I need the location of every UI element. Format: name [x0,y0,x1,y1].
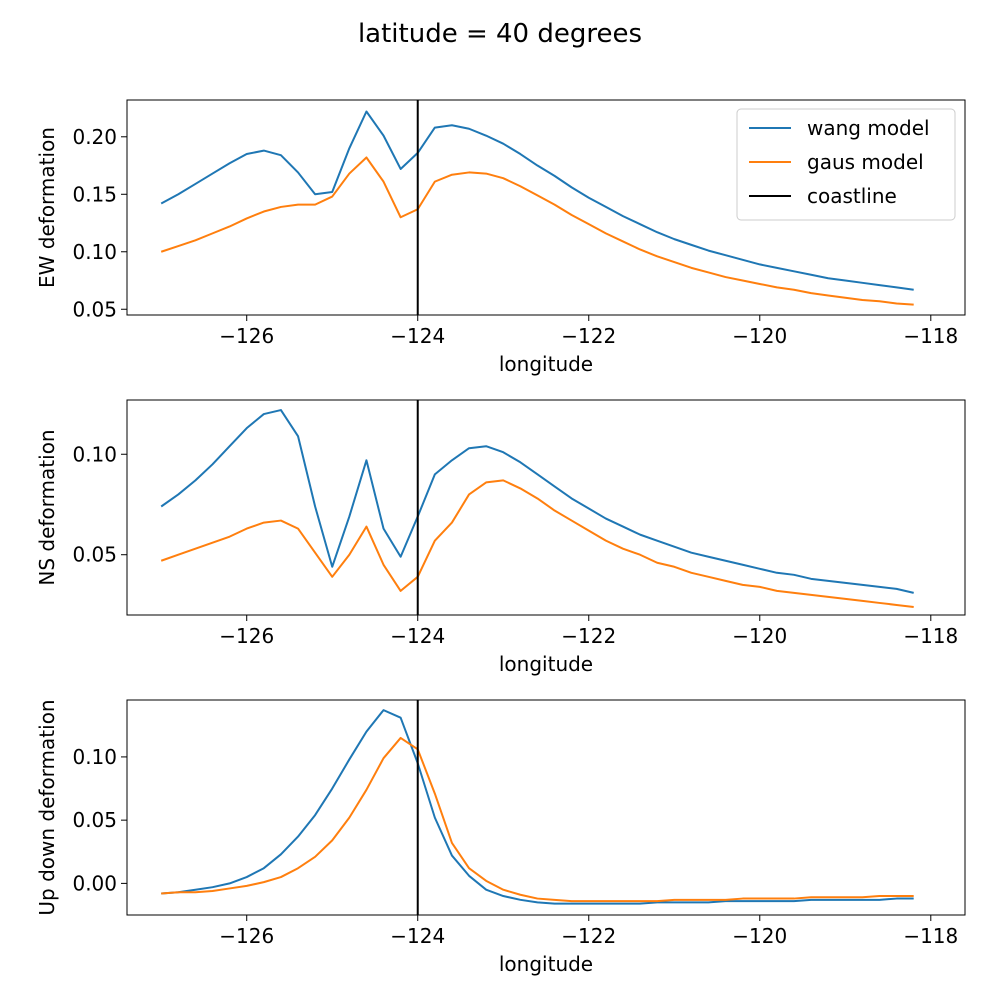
y-axis-label: EW deformation [35,127,59,288]
x-tick-label: −126 [219,924,274,948]
y-tick-label: 0.05 [72,543,117,567]
subplot-2: −126 −124 −122 −120 −118 0.05 0.10 longitude NS … [35,399,966,676]
x-tick-label: −120 [732,924,787,948]
series-line-wang-model [160,110,914,291]
y-tick-label: 0.10 [72,745,117,769]
y-axis-label: NS deformation [35,429,59,585]
x-axis-label: longitude [499,952,593,976]
legend-box [736,108,956,221]
axes-frame [126,399,966,616]
series-line-wang-model [161,709,914,905]
series-line-gaus-model [160,156,914,306]
y-tick-label: 0.05 [72,808,117,832]
x-tick-label: −126 [219,624,274,648]
x-tick-label: −122 [561,324,616,348]
x-axis-label: longitude [499,652,593,676]
y-tick-label: 0.05 [72,297,117,321]
axes-frame [126,699,966,916]
legend-label: coastline [807,184,897,208]
axes-frame [126,99,966,316]
y-tick-label: 0.15 [72,182,117,206]
x-tick-label: −126 [219,324,274,348]
x-tick-label: −118 [903,924,958,948]
x-tick-label: −122 [561,624,616,648]
legend-label: gaus model [807,150,924,174]
y-tick-label: 0.10 [72,442,117,466]
y-tick-label: 0.20 [72,125,117,149]
x-tick-label: −118 [903,624,958,648]
x-tick-label: −124 [390,624,445,648]
series-line-wang-model [160,409,914,594]
series-line-gaus-model [161,736,914,903]
legend: wang model gaus model coastline [736,108,956,221]
x-tick-label: −118 [903,324,958,348]
y-tick-label: 0.00 [72,871,117,895]
series-line-gaus-model [160,479,914,608]
x-tick-label: −124 [390,324,445,348]
x-tick-label: −120 [732,324,787,348]
subplot-3: −126 −124 −122 −120 −118 0.00 0.05 0.10 longitud… [35,699,966,976]
y-tick-label: 0.10 [72,240,117,264]
legend-label: wang model [807,116,930,140]
x-tick-label: −122 [561,924,616,948]
subplot-1: −126 −124 −122 −120 −118 0.05 0.10 0.15 0.20 long… [35,99,966,376]
x-axis-label: longitude [499,352,593,376]
y-axis-label: Up down deformation [35,699,59,915]
x-tick-label: −120 [732,624,787,648]
figure-title: latitude = 40 degrees [358,19,642,49]
subplots: −126 −124 −122 −120 −118 0.05 0.10 0.15 0.20 long… [35,99,966,976]
x-tick-label: −124 [390,924,445,948]
